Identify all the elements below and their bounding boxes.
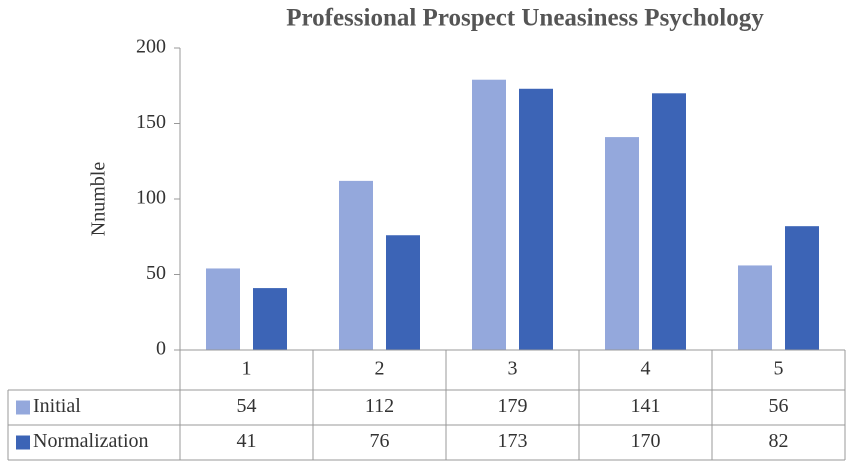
x-tick-label: 1 xyxy=(242,358,252,380)
bar xyxy=(738,265,772,350)
y-tick-label: 150 xyxy=(136,111,166,133)
x-tick-label: 4 xyxy=(641,358,651,380)
table-value: 54 xyxy=(237,395,257,417)
table-value: 56 xyxy=(769,395,789,417)
bar xyxy=(519,88,553,351)
bar xyxy=(472,79,506,351)
x-tick-label: 5 xyxy=(774,358,784,380)
bar xyxy=(386,235,420,350)
y-tick-label: 200 xyxy=(136,36,166,58)
y-tick-label: 0 xyxy=(156,338,166,360)
bar xyxy=(785,226,819,350)
legend-swatch xyxy=(16,400,30,415)
y-tick-label: 100 xyxy=(136,187,166,209)
x-tick-label: 3 xyxy=(508,358,518,380)
table-value: 41 xyxy=(237,430,257,452)
table-value: 82 xyxy=(769,430,789,452)
bar xyxy=(605,137,639,350)
x-tick-label: 2 xyxy=(375,358,385,380)
legend-label: Initial xyxy=(33,395,81,417)
y-axis-label: Nnumble xyxy=(88,162,110,237)
table-value: 179 xyxy=(498,395,528,417)
table-value: 173 xyxy=(498,430,528,452)
table-value: 141 xyxy=(631,395,661,417)
table-value: 112 xyxy=(365,395,394,417)
table-value: 76 xyxy=(370,430,390,452)
bar xyxy=(206,268,240,350)
bar xyxy=(652,93,686,351)
y-tick-label: 50 xyxy=(146,262,166,284)
legend-label: Normalization xyxy=(33,430,149,452)
chart-title: Professional Prospect Uneasiness Psychol… xyxy=(286,5,764,32)
bar xyxy=(253,288,287,350)
table-value: 170 xyxy=(631,430,661,452)
bar xyxy=(339,180,373,350)
legend-swatch xyxy=(16,435,30,450)
